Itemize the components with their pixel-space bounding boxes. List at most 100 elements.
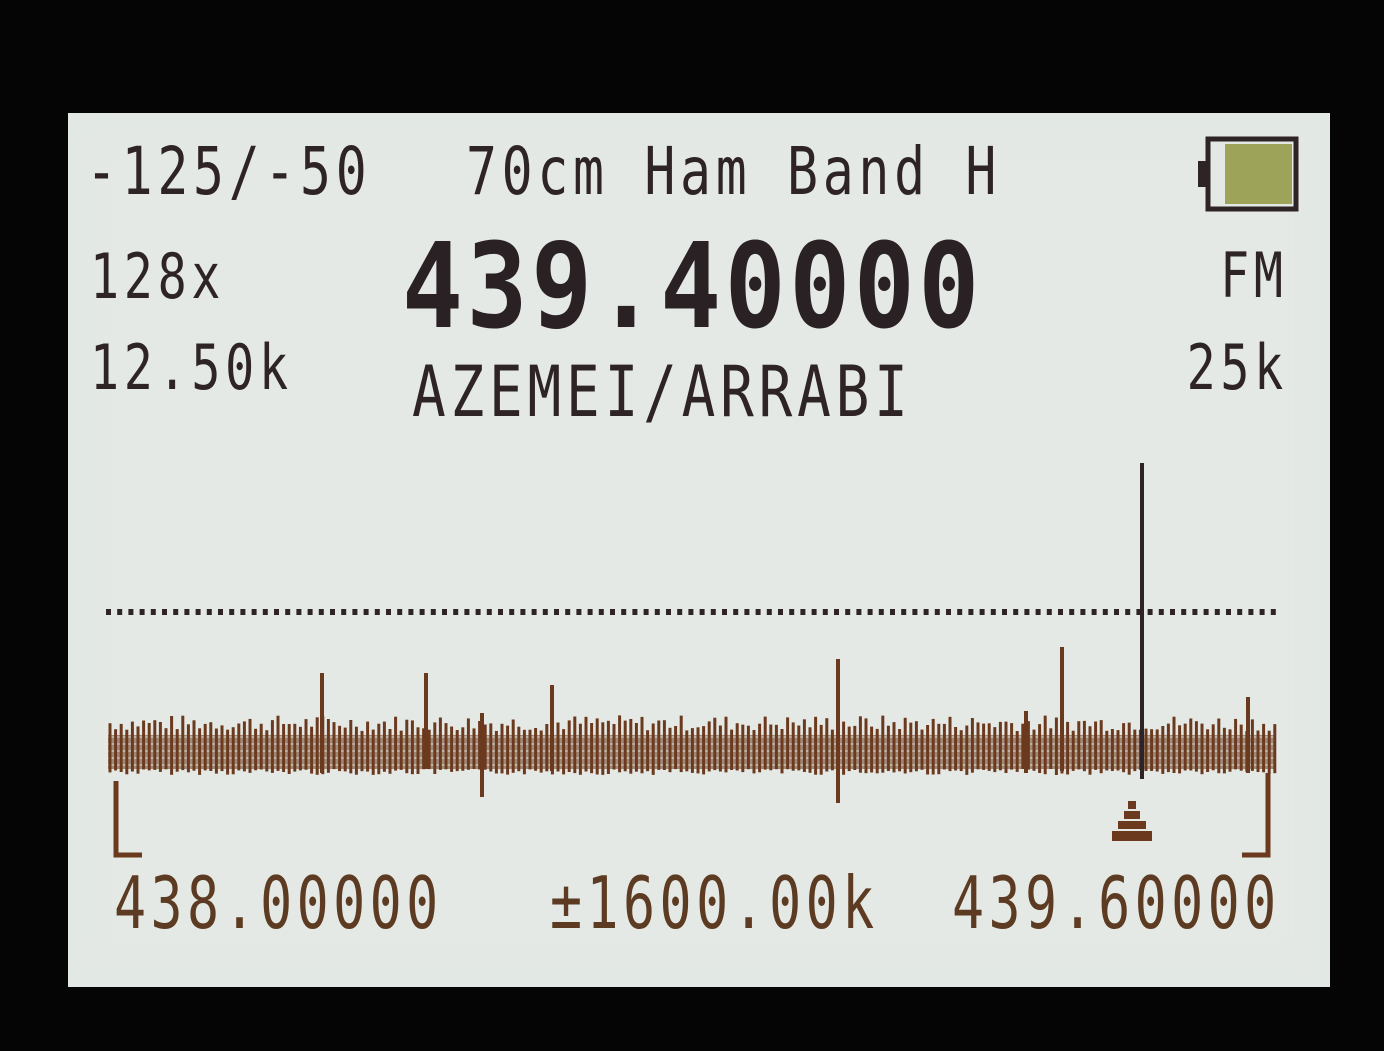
threshold-dot <box>1102 609 1108 615</box>
threshold-dot <box>688 609 694 615</box>
threshold-dot <box>834 609 839 615</box>
threshold-dot <box>957 609 963 615</box>
threshold-dot <box>811 609 817 615</box>
threshold-dot <box>766 609 772 615</box>
threshold-dot <box>1170 609 1175 615</box>
threshold-dot <box>128 609 134 615</box>
spectrum-display <box>106 463 1277 858</box>
squelch-threshold-line <box>106 609 1276 615</box>
spectrum-trace <box>108 463 1277 803</box>
threshold-dot <box>229 609 235 615</box>
span-width: ±1600.00k <box>550 861 879 945</box>
threshold-dot <box>1147 609 1153 615</box>
threshold-dot <box>789 609 795 615</box>
threshold-dot <box>374 609 380 615</box>
threshold-dot <box>386 609 391 615</box>
threshold-dot <box>1002 609 1007 615</box>
threshold-dot <box>1080 609 1086 615</box>
threshold-dot <box>856 609 862 615</box>
threshold-dot <box>206 609 212 615</box>
threshold-dot <box>1259 609 1265 615</box>
threshold-dot <box>1158 609 1164 615</box>
threshold-dot <box>531 609 537 615</box>
threshold-dot <box>1091 609 1097 615</box>
threshold-dot <box>352 609 358 615</box>
threshold-dot <box>430 609 436 615</box>
threshold-dot <box>240 609 246 615</box>
threshold-dot <box>1248 609 1254 615</box>
threshold-dot <box>173 609 179 615</box>
threshold-dot <box>397 609 403 615</box>
threshold-dot <box>867 609 873 615</box>
threshold-dot <box>117 609 123 615</box>
threshold-dot <box>285 609 291 615</box>
threshold-dot <box>744 609 750 615</box>
threshold-dot <box>1024 609 1030 615</box>
battery-level-fill <box>1225 144 1292 204</box>
threshold-dot <box>251 609 257 615</box>
threshold-dot <box>218 609 223 615</box>
threshold-dot <box>330 609 335 615</box>
signal-range: -125/-50 <box>86 133 372 210</box>
threshold-dot <box>946 609 951 615</box>
battery-terminal <box>1198 161 1208 187</box>
threshold-dot <box>296 609 302 615</box>
span-start-frequency: 438.00000 <box>114 861 443 945</box>
threshold-dot <box>968 609 974 615</box>
threshold-dot <box>419 609 425 615</box>
threshold-dot <box>150 609 156 615</box>
band-name: 70cm Ham Band H <box>466 133 1002 210</box>
threshold-dot <box>106 609 111 615</box>
threshold-dot <box>1046 609 1052 615</box>
left-bracket <box>113 781 142 858</box>
threshold-dot <box>1214 609 1220 615</box>
threshold-dot <box>162 609 167 615</box>
threshold-dot <box>722 609 727 615</box>
battery-body <box>1205 136 1299 212</box>
threshold-dot <box>408 609 414 615</box>
threshold-dot <box>979 609 985 615</box>
threshold-dot <box>666 609 671 615</box>
threshold-dot <box>710 609 716 615</box>
threshold-dot <box>901 609 907 615</box>
threshold-dot <box>1058 609 1063 615</box>
threshold-dot <box>1181 609 1187 615</box>
threshold-dot <box>464 609 470 615</box>
lcd-screen: -125/-50 70cm Ham Band H 128x 12.50k 439… <box>68 113 1330 987</box>
threshold-dot <box>341 609 347 615</box>
threshold-dot <box>778 609 783 615</box>
threshold-dot <box>139 609 145 615</box>
threshold-dot <box>307 609 313 615</box>
threshold-dot <box>1203 609 1209 615</box>
threshold-dot <box>509 609 515 615</box>
threshold-dot <box>520 609 526 615</box>
threshold-dot <box>845 609 851 615</box>
threshold-dot <box>923 609 929 615</box>
threshold-dot <box>621 609 627 615</box>
modulation-mode: FM <box>1220 239 1288 312</box>
threshold-dot <box>475 609 481 615</box>
threshold-dot <box>1237 609 1243 615</box>
threshold-dot <box>576 609 582 615</box>
threshold-dot <box>934 609 940 615</box>
threshold-dot <box>733 609 739 615</box>
threshold-dot <box>554 609 559 615</box>
threshold-dot <box>274 609 279 615</box>
threshold-dot <box>184 609 190 615</box>
channel-name: AZEMEI/ARRABI <box>412 351 913 433</box>
threshold-dot <box>800 609 806 615</box>
threshold-dot <box>912 609 918 615</box>
zoom-level: 128x <box>90 240 226 313</box>
threshold-dot <box>1114 609 1119 615</box>
threshold-dot <box>1125 609 1131 615</box>
threshold-dot <box>1069 609 1075 615</box>
threshold-dot <box>878 609 884 615</box>
threshold-dot <box>363 609 369 615</box>
threshold-dot <box>755 609 761 615</box>
threshold-dot <box>453 609 459 615</box>
threshold-dot <box>1192 609 1198 615</box>
threshold-dot <box>1136 609 1142 615</box>
threshold-dot <box>542 609 548 615</box>
threshold-dot <box>498 609 503 615</box>
threshold-dot <box>262 609 268 615</box>
